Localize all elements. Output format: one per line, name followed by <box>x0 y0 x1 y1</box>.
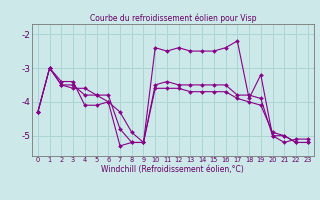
X-axis label: Windchill (Refroidissement éolien,°C): Windchill (Refroidissement éolien,°C) <box>101 165 244 174</box>
Title: Courbe du refroidissement éolien pour Visp: Courbe du refroidissement éolien pour Vi… <box>90 14 256 23</box>
